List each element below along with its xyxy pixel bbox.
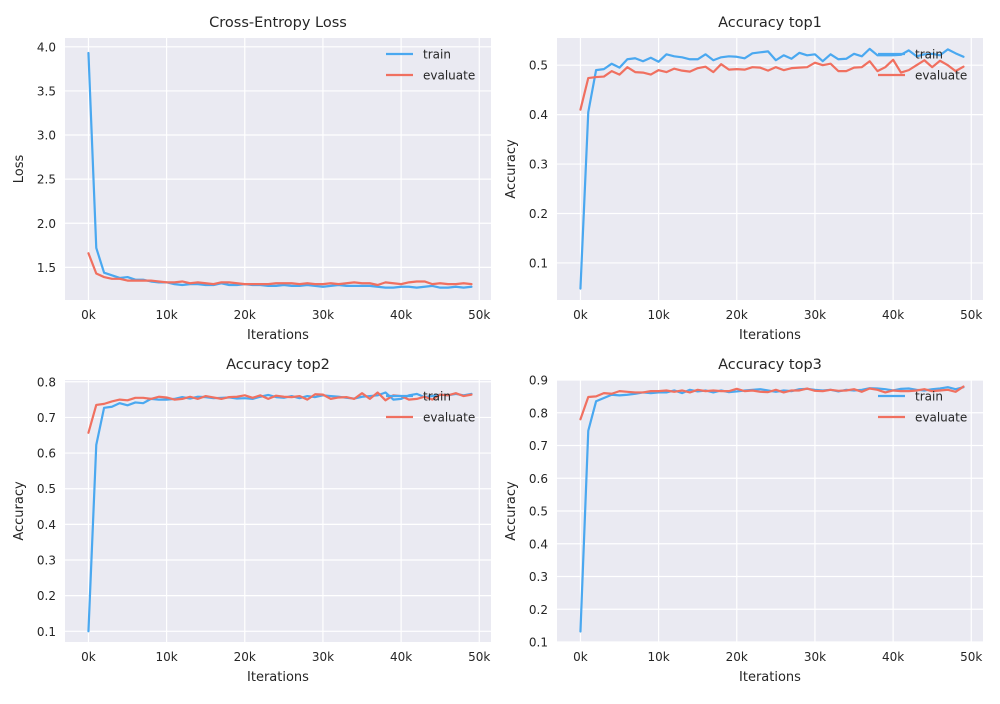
y-tick-label: 4.0	[37, 40, 56, 54]
y-tick-label: 0.3	[529, 570, 548, 584]
y-tick-label: 0.7	[529, 439, 548, 453]
chart-title: Accuracy top1	[718, 15, 822, 31]
y-axis-label: Accuracy	[12, 481, 27, 541]
y-tick-label: 1.5	[37, 261, 56, 275]
y-tick-label: 2.0	[37, 217, 56, 231]
legend-label-train: train	[915, 48, 943, 62]
chart-panel-2: 0k 10k 20k 30k 40k 50k 0.1 0.2 0.3 0.4 0.5 Accuracy…	[504, 15, 983, 343]
y-tick-label: 2.5	[37, 173, 56, 187]
x-tick-label: 20k	[234, 308, 256, 322]
x-tick-label: 30k	[804, 308, 826, 322]
chart-title: Accuracy top3	[718, 357, 822, 373]
y-tick-label: 0.2	[37, 589, 56, 603]
series-line-evaluate	[87, 391, 473, 434]
x-tick-label: 40k	[390, 650, 412, 664]
x-tick-label: 20k	[726, 308, 748, 322]
x-axis-label: Iterations	[739, 670, 801, 685]
x-tick-label: 0k	[81, 308, 96, 322]
y-tick-label: 0.5	[529, 59, 548, 73]
y-tick-label: 0.5	[529, 505, 548, 519]
x-tick-label: 0k	[573, 308, 588, 322]
legend-label-train: train	[423, 390, 451, 404]
legend-label-evaluate: evaluate	[423, 411, 475, 425]
y-tick-label: 0.8	[37, 375, 56, 389]
y-tick-label: 0.7	[37, 411, 56, 425]
y-tick-label: 0.2	[529, 207, 548, 221]
y-tick-label: 0.8	[529, 406, 548, 420]
y-tick-label: 0.6	[529, 472, 548, 486]
y-tick-label: 0.1	[37, 625, 56, 639]
y-axis-label: Accuracy	[504, 481, 519, 541]
x-tick-label: 30k	[804, 650, 826, 664]
plot-area	[65, 38, 491, 300]
x-tick-label: 10k	[648, 308, 670, 322]
x-tick-label: 0k	[573, 650, 588, 664]
series-line-evaluate	[579, 58, 965, 111]
y-tick-label: 0.2	[529, 603, 548, 617]
y-tick-label: 0.5	[37, 482, 56, 496]
x-tick-label: 30k	[312, 650, 334, 664]
x-axis-label: Iterations	[739, 328, 801, 343]
y-tick-label: 0.6	[37, 447, 56, 461]
y-tick-label: 0.4	[529, 108, 548, 122]
x-tick-label: 20k	[234, 650, 256, 664]
y-axis-label: Loss	[12, 155, 27, 184]
x-tick-label: 40k	[882, 650, 904, 664]
x-tick-label: 10k	[648, 650, 670, 664]
legend-label-evaluate: evaluate	[915, 69, 967, 83]
y-tick-label: 0.4	[529, 537, 548, 551]
y-tick-label: 3.0	[37, 129, 56, 143]
y-tick-label: 0.4	[37, 518, 56, 532]
y-tick-label: 3.5	[37, 84, 56, 98]
chart-title: Cross-Entropy Loss	[209, 15, 347, 31]
chart-panel-1: 0k 10k 20k 30k 40k 50k 1.5 2.0 2.5 3.0 3.5 4.0 Cross…	[12, 15, 491, 343]
x-tick-label: 30k	[312, 308, 334, 322]
legend-label-evaluate: evaluate	[915, 411, 967, 425]
x-tick-label: 50k	[468, 308, 490, 322]
legend-label-train: train	[915, 390, 943, 404]
chart-title: Accuracy top2	[226, 357, 330, 373]
x-tick-label: 40k	[882, 308, 904, 322]
y-tick-label: 0.3	[529, 158, 548, 172]
x-tick-label: 40k	[390, 308, 412, 322]
series-line-evaluate	[579, 385, 965, 421]
legend-label-train: train	[423, 48, 451, 62]
plot-area	[557, 38, 983, 300]
x-axis-label: Iterations	[247, 670, 309, 685]
x-tick-label: 10k	[156, 650, 178, 664]
x-tick-label: 20k	[726, 650, 748, 664]
y-tick-label: 0.1	[529, 636, 548, 650]
y-axis-label: Accuracy	[504, 139, 519, 199]
x-tick-label: 50k	[960, 308, 982, 322]
x-tick-label: 0k	[81, 650, 96, 664]
plot-area	[65, 380, 491, 642]
legend-label-evaluate: evaluate	[423, 69, 475, 83]
x-tick-label: 50k	[960, 650, 982, 664]
x-tick-label: 10k	[156, 308, 178, 322]
series-line-evaluate	[87, 252, 473, 287]
x-tick-label: 50k	[468, 650, 490, 664]
y-tick-label: 0.3	[37, 554, 56, 568]
chart-panel-3: 0k 10k 20k 30k 40k 50k 0.1 0.2 0.3 0.4 0.5 0.6 0.7 0.…	[12, 357, 491, 685]
y-tick-label: 0.9	[529, 374, 548, 388]
x-axis-label: Iterations	[247, 328, 309, 343]
chart-panel-4: 0k 10k 20k 30k 40k 50k 0.1 0.2 0.3 0.4 0.5 0.6 0.7 0.…	[504, 357, 983, 685]
y-tick-label: 0.1	[529, 256, 548, 270]
